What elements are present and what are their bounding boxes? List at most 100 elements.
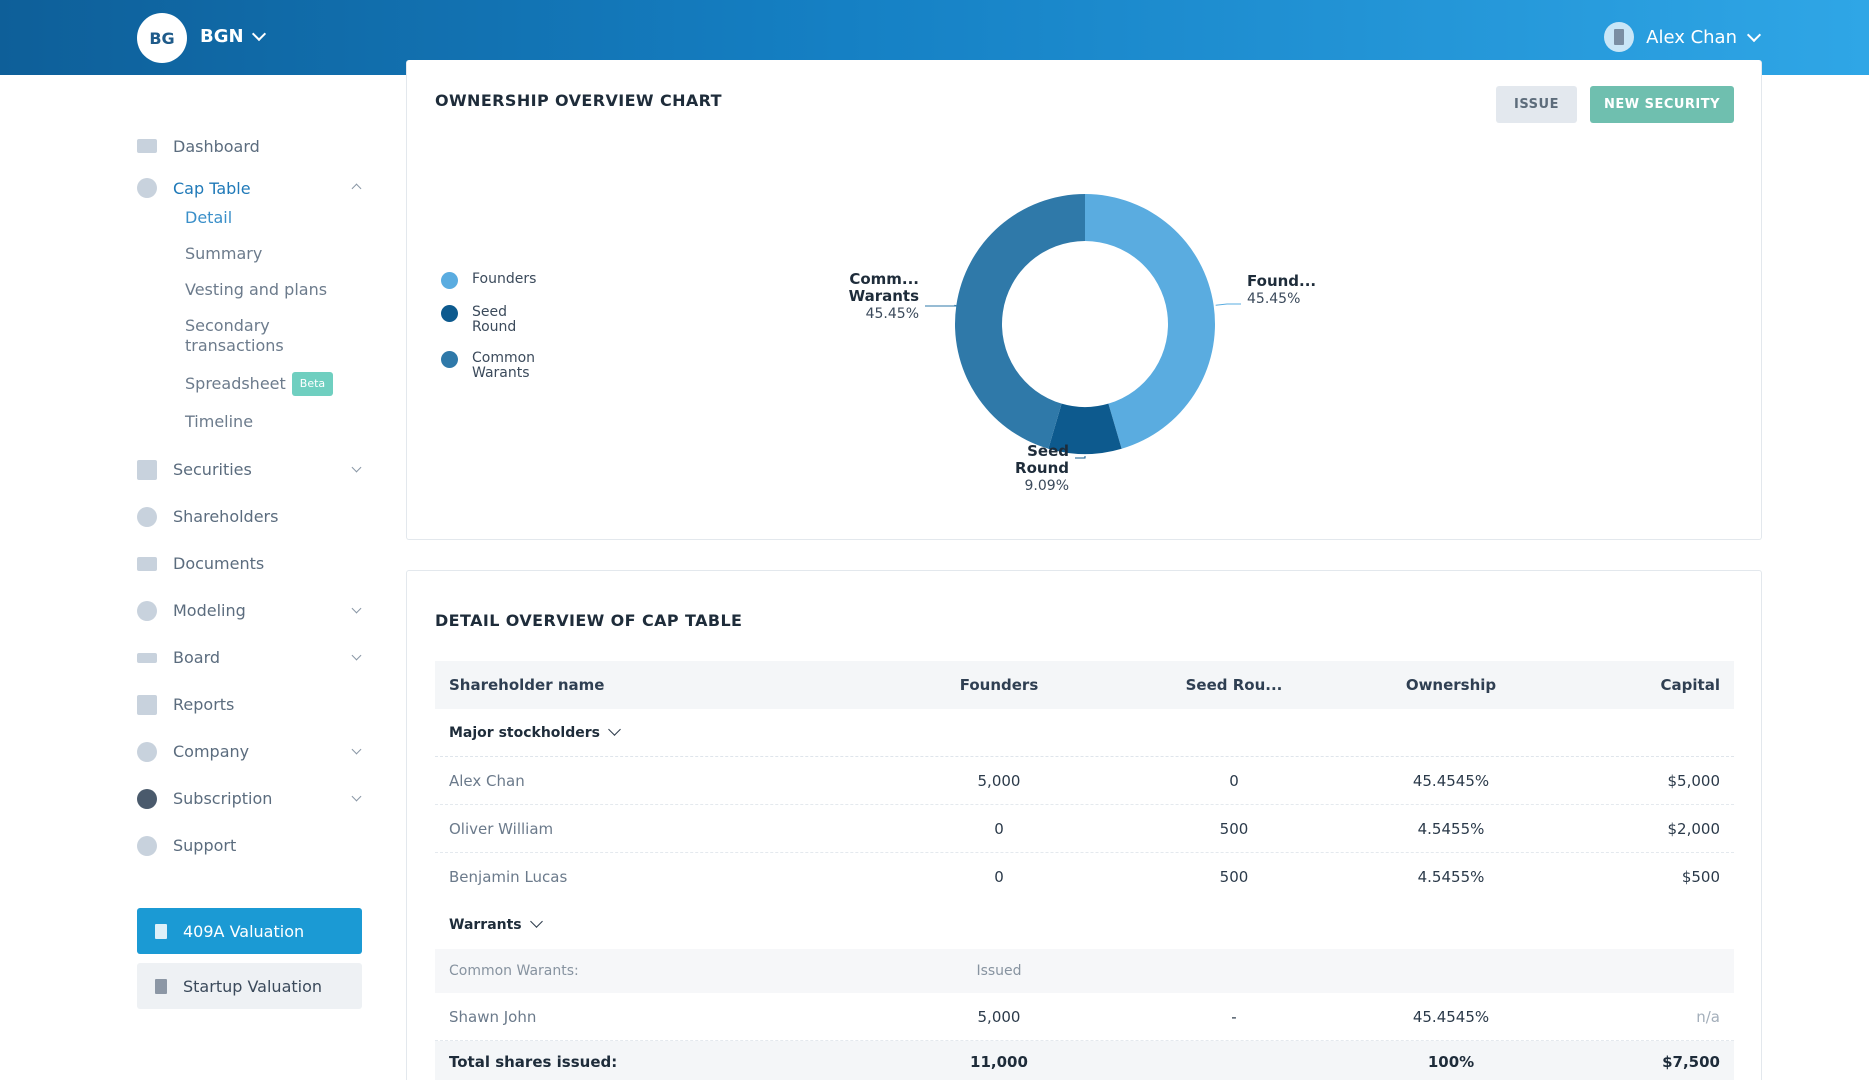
company-switcher[interactable]: BGN: [200, 26, 266, 47]
legend-item[interactable]: Seed Round: [441, 305, 552, 335]
cell-founders: 5,000: [977, 771, 1021, 790]
col-ownership[interactable]: Ownership: [1405, 676, 1497, 694]
legend-item[interactable]: Founders: [441, 272, 552, 289]
slice-label: Found...: [1247, 272, 1316, 290]
chevron-down-icon: [1746, 27, 1762, 42]
total-row: Total shares issued: 11,000 100% $7,500: [435, 1041, 1734, 1080]
new-security-button[interactable]: NEW SECURITY: [1590, 86, 1734, 123]
sub-item-vesting[interactable]: Vesting and plans: [185, 280, 328, 299]
chevron-down-icon: [608, 722, 621, 736]
sidebar-item-company[interactable]: Company: [137, 728, 362, 775]
slice-label: Comm...: [849, 270, 919, 288]
subheader-label: Common Warants:: [449, 963, 579, 979]
sidebar-item-board[interactable]: Board: [137, 634, 362, 681]
slice-percent: 9.09%: [1025, 478, 1069, 494]
donut-slice-founders[interactable]: [1085, 194, 1215, 449]
dollar-icon: [137, 788, 157, 809]
company-avatar[interactable]: BG: [137, 13, 187, 63]
group-label: Major stockholders: [449, 724, 600, 741]
detail-overview-card: DETAIL OVERVIEW OF CAP TABLE Shareholder…: [406, 570, 1762, 1080]
legend-label: Founders: [472, 271, 537, 287]
table-row[interactable]: Oliver William 0 500 4.5455% $2,000: [435, 805, 1734, 853]
group-major-stockholders[interactable]: Major stockholders: [435, 709, 1734, 757]
cell-seed: 500: [1219, 819, 1249, 838]
chevron-down-icon: [251, 26, 266, 42]
user-name: Alex Chan: [1646, 26, 1737, 48]
lightbulb-icon: [137, 600, 157, 621]
cell-name: Alex Chan: [449, 771, 525, 790]
legend-item[interactable]: Common Warants: [441, 351, 552, 381]
sub-item-summary[interactable]: Summary: [185, 244, 263, 263]
slice-label: Round: [1015, 459, 1069, 477]
sidebar-item-label: Dashboard: [173, 136, 260, 156]
callout-line: [1075, 456, 1086, 459]
sidebar-item-support[interactable]: Support: [137, 822, 362, 869]
sidebar-item-reports[interactable]: Reports: [137, 681, 362, 728]
folder-icon: [137, 556, 157, 571]
callout-line: [925, 304, 958, 307]
sub-item-spreadsheet[interactable]: Spreadsheet Beta: [137, 372, 362, 396]
sidebar-item-label: Board: [173, 648, 221, 667]
sidebar-item-label: Cap Table: [173, 178, 251, 198]
cell-name: Benjamin Lucas: [449, 868, 568, 886]
chart-legend: Founders Seed Round Common Warants: [441, 272, 552, 397]
user-menu[interactable]: Alex Chan: [1604, 22, 1762, 52]
group-label: Warrants: [449, 917, 522, 933]
startup-valuation-button[interactable]: Startup Valuation: [137, 963, 362, 1009]
board-icon: [137, 652, 157, 663]
sidebar-item-label: Modeling: [173, 601, 246, 620]
total-ownership: 100%: [1427, 1053, 1475, 1071]
sidebar-item-subscription[interactable]: Subscription: [137, 775, 362, 822]
cell-seed: 0: [1229, 771, 1239, 790]
col-seed-round[interactable]: Seed Rou...: [1185, 676, 1283, 694]
sidebar-item-shareholders[interactable]: Shareholders: [137, 493, 362, 540]
409a-valuation-button[interactable]: 409A Valuation: [137, 908, 362, 954]
issue-button[interactable]: ISSUE: [1496, 86, 1577, 123]
slice-label: Warants: [849, 287, 920, 305]
cell-capital: $2,000: [1667, 819, 1721, 838]
sidebar-item-label: Support: [173, 836, 237, 855]
slice-percent: 45.45%: [866, 306, 919, 322]
table-row[interactable]: Benjamin Lucas 0 500 4.5455% $500: [435, 853, 1734, 901]
sub-item-detail[interactable]: Detail: [185, 208, 233, 227]
building-icon: [1604, 22, 1635, 52]
cell-capital: $5,000: [1667, 771, 1721, 790]
beta-badge: Beta: [291, 372, 334, 396]
sidebar: Dashboard Cap Table Detail Summary Vesti…: [137, 130, 362, 869]
sidebar-item-label: Company: [173, 742, 250, 761]
sub-item-label: Spreadsheet: [185, 374, 286, 393]
callout-line: [1215, 303, 1241, 306]
document-icon: [155, 923, 167, 939]
sidebar-item-documents[interactable]: Documents: [137, 540, 362, 587]
sidebar-item-dashboard[interactable]: Dashboard: [137, 130, 362, 162]
cell-founders: 0: [994, 819, 1004, 838]
group-warrants[interactable]: Warrants: [435, 901, 1734, 949]
sub-item-timeline[interactable]: Timeline: [185, 412, 254, 431]
total-label: Total shares issued:: [449, 1053, 618, 1071]
table-row[interactable]: Alex Chan 5,000 0 45.4545% $5,000: [435, 757, 1734, 805]
chevron-down-icon: [351, 603, 362, 614]
gear-icon: [137, 741, 157, 762]
subheader-row: Common Warants: Issued: [435, 949, 1734, 993]
col-founders[interactable]: Founders: [959, 676, 1039, 694]
sidebar-item-cap-table[interactable]: Cap Table: [137, 172, 362, 204]
sidebar-item-securities[interactable]: Securities: [137, 446, 362, 493]
legend-label: Common Warants: [472, 350, 536, 381]
chevron-up-icon: [351, 183, 362, 194]
slice-percent: 45.45%: [1247, 291, 1300, 307]
cell-ownership: 45.4545%: [1412, 771, 1490, 790]
sidebar-item-modeling[interactable]: Modeling: [137, 587, 362, 634]
donut-slice-common-warants[interactable]: [954, 194, 1085, 449]
col-capital[interactable]: Capital: [1660, 676, 1720, 694]
cell-ownership: 45.4545%: [1412, 1007, 1490, 1026]
legend-swatch: [441, 351, 458, 368]
company-name: BGN: [200, 26, 244, 47]
report-icon: [137, 694, 157, 715]
donut-slice-seed-round[interactable]: [1048, 403, 1122, 455]
table-row[interactable]: Shawn John 5,000 - 45.4545% n/a: [435, 993, 1734, 1041]
sub-item-secondary[interactable]: Secondary transactions: [185, 316, 284, 355]
cell-seed: -: [1231, 1007, 1237, 1026]
clipboard-icon: [137, 459, 157, 480]
col-shareholder-name[interactable]: Shareholder name: [449, 676, 605, 694]
person-icon: [137, 506, 157, 527]
